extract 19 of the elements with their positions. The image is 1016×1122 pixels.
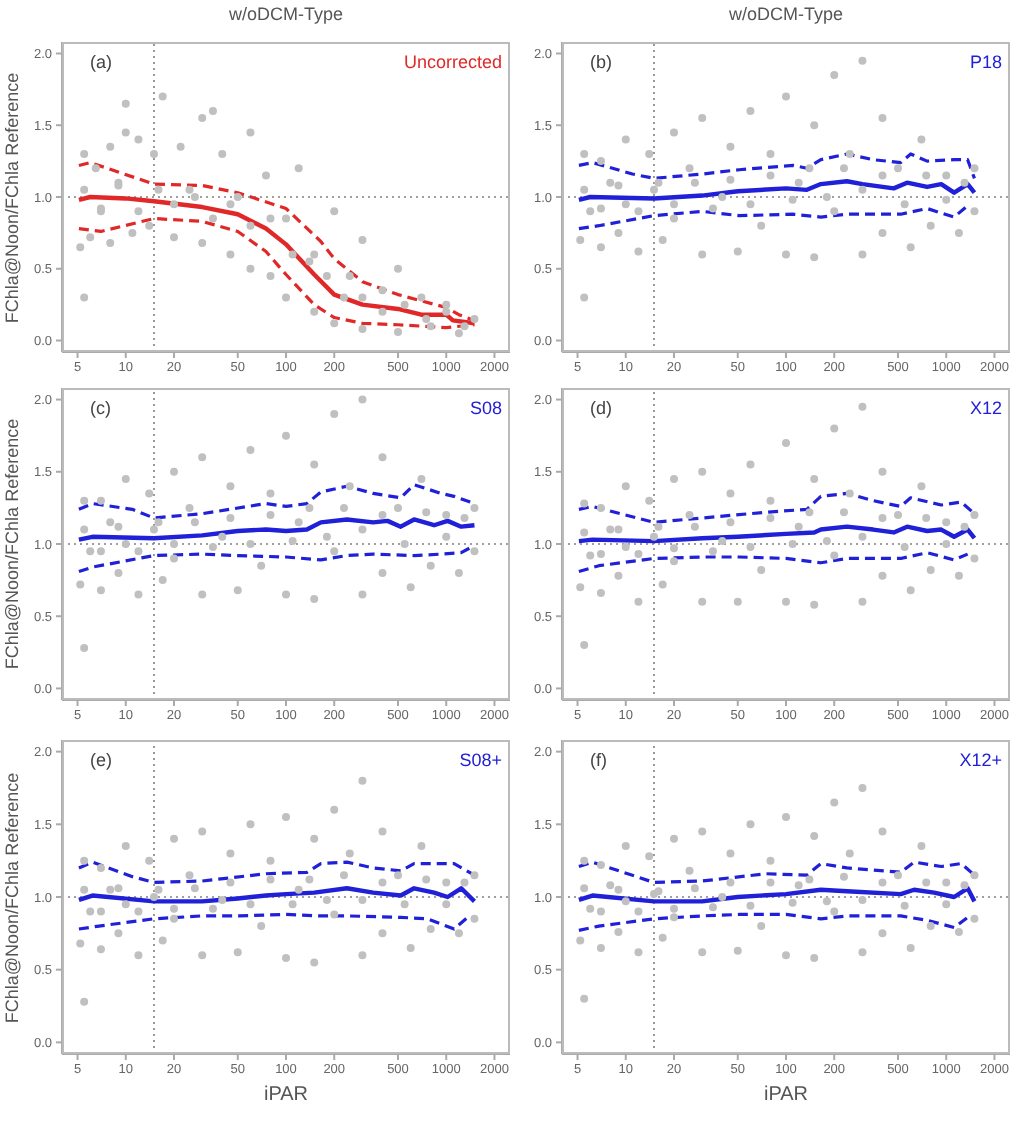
text: Uncorrected: [403, 52, 502, 72]
y-axis-title: FChla@Noon/FChla Reference: [2, 771, 22, 1023]
text: X12: [969, 398, 1002, 418]
annotation: (d): [590, 398, 612, 418]
text: X12+: [959, 750, 1002, 770]
annotation: (a): [90, 52, 112, 72]
chart-title: w/oDCM-Type: [726, 4, 845, 24]
y-axis-title: FChla@Noon/FChla Reference: [2, 71, 22, 323]
x-axis-title: iPAR: [761, 1084, 811, 1106]
text: P18: [969, 52, 1002, 72]
y-axis-title: FChla@Noon/FChla Reference: [2, 418, 22, 670]
annotation: (e): [90, 750, 112, 770]
annotation: (c): [90, 398, 111, 418]
text: S08+: [459, 750, 502, 770]
annotation: (f): [590, 750, 607, 770]
text: S08: [469, 398, 502, 418]
x-axis-title: iPAR: [261, 1084, 311, 1106]
annotation: (b): [590, 52, 612, 72]
chart-title: w/oDCM-Type: [226, 4, 345, 24]
